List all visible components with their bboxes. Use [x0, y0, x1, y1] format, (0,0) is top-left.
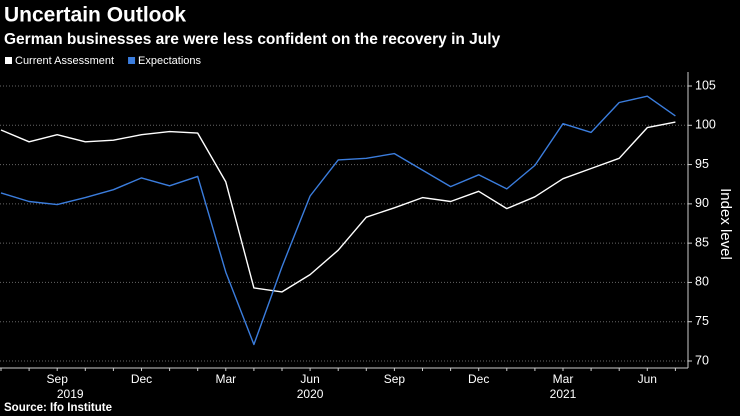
- year-label: 2019: [57, 387, 84, 401]
- chart-subtitle: German businesses are were less confiden…: [4, 31, 501, 48]
- y-axis-label: Index level: [717, 188, 734, 260]
- y-tick-label: 90: [695, 196, 709, 210]
- legend-label: Expectations: [138, 55, 201, 67]
- source: Source: Ifo Institute: [4, 402, 112, 414]
- x-tick-label: Mar: [215, 372, 236, 386]
- y-tick-label: 95: [695, 157, 709, 171]
- legend-swatch: [128, 57, 136, 64]
- y-tick-label: 85: [695, 235, 709, 249]
- y-tick-label: 70: [695, 353, 709, 367]
- x-tick-label: Dec: [468, 372, 489, 386]
- x-tick-label: Dec: [131, 372, 152, 386]
- y-tick-label: 80: [695, 275, 709, 289]
- x-tick-label: Sep: [47, 372, 69, 386]
- line-series: [0, 121, 676, 293]
- x-tick-label: Jun: [300, 372, 319, 386]
- y-tick-label: 100: [695, 118, 716, 132]
- year-label: 2021: [550, 387, 577, 401]
- y-tick-label: 75: [695, 314, 709, 328]
- legend-swatch: [5, 57, 12, 64]
- legend-label: Current Assessment: [15, 55, 114, 67]
- y-tick-label: 105: [695, 78, 716, 92]
- chart-title: Uncertain Outlook: [4, 4, 186, 27]
- year-label: 2020: [297, 387, 324, 401]
- line-series: [0, 95, 676, 346]
- x-tick-label: Sep: [384, 372, 406, 386]
- x-tick-label: Mar: [553, 372, 574, 386]
- x-tick-label: Jun: [638, 372, 657, 386]
